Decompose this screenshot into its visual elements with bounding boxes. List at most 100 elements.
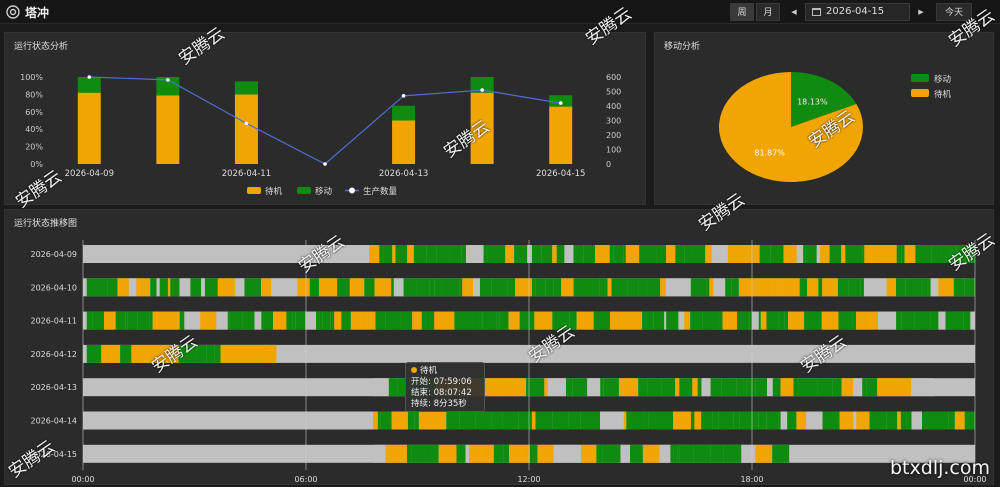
timeline-segment: [938, 311, 946, 330]
timeline-segment: [407, 245, 414, 263]
caret-left-icon[interactable]: ◀: [791, 8, 797, 16]
timeline-segment: [491, 411, 503, 430]
calendar-icon: [812, 8, 821, 16]
timeline-segment: [745, 245, 760, 263]
y2-tick-label: 600: [606, 73, 621, 82]
timeline-segment: [760, 311, 767, 330]
timeline-segment: [509, 444, 526, 463]
timeline-segment: [580, 411, 590, 430]
production-point: [166, 78, 170, 82]
run-status-title: 运行状态分析: [14, 42, 69, 52]
timeline-segment: [964, 278, 975, 297]
timeline-segment: [941, 245, 949, 263]
timeline-segment: [623, 245, 626, 263]
production-point: [244, 121, 249, 126]
timeline-segment: [625, 245, 640, 263]
month-button[interactable]: 月: [756, 3, 780, 21]
timeline-segment: [459, 411, 476, 430]
timeline-segment: [731, 278, 739, 297]
timeline-segment: [675, 378, 680, 397]
bar-moving: [77, 77, 101, 93]
timeline-segment: [878, 245, 891, 263]
timeline-segment: [772, 378, 781, 397]
timeline-segment: [518, 411, 532, 430]
timeline-segment: [964, 411, 975, 430]
timeline-segment: [503, 444, 510, 463]
legend-swatch: [911, 74, 929, 82]
timeline-segment: [852, 311, 857, 330]
timeline-segment: [758, 411, 767, 430]
bar-moving: [470, 77, 494, 93]
timeline-segment: [388, 444, 405, 463]
timeline-segment: [725, 278, 732, 297]
timeline-segment: [107, 278, 118, 297]
y-tick-label: 80%: [25, 90, 43, 99]
timeline-segment: [458, 311, 473, 330]
timeline-segment: [412, 311, 422, 330]
row-label: 2026-04-12: [31, 350, 78, 359]
timeline-segment: [600, 411, 610, 430]
timeline-segment: [777, 278, 782, 297]
date-input[interactable]: 2026-04-15: [805, 3, 910, 21]
trend-panel: 运行状态推移图 2026-04-09 2026-04-10 2026-04-11 20…: [4, 209, 994, 485]
timeline-segment: [727, 245, 746, 263]
timeline-segment: [286, 278, 298, 297]
timeline-segment: [244, 278, 262, 297]
timeline-segment: [904, 245, 916, 263]
timeline-segment: [527, 245, 532, 263]
caret-right-icon[interactable]: ▶: [918, 8, 924, 16]
timeline-segment: [425, 311, 435, 330]
legend-label: 移动: [934, 74, 952, 85]
timeline-segment: [131, 344, 147, 363]
timeline-segment: [665, 278, 683, 297]
timeline-segment: [469, 444, 486, 463]
timeline-segment: [318, 278, 338, 297]
timeline-segment: [677, 444, 680, 463]
legend-swatch: [911, 89, 929, 97]
timeline-segment: [644, 411, 649, 430]
timeline-segment: [638, 378, 648, 397]
timeline-segment: [837, 278, 849, 297]
timeline-segment: [799, 278, 808, 297]
pie-slice: [719, 72, 863, 182]
timeline-segment: [642, 444, 645, 463]
timeline-segment: [564, 444, 582, 463]
date-value: 2026-04-15: [826, 6, 885, 17]
timeline-segment: [751, 311, 759, 330]
timeline-segment: [564, 245, 568, 263]
timeline-segment: [664, 311, 667, 330]
y-tick-label: 40%: [25, 125, 43, 134]
timeline-segment: [261, 278, 272, 297]
week-button[interactable]: 周: [730, 3, 754, 21]
timeline-segment: [436, 245, 450, 263]
timeline-segment: [220, 344, 277, 363]
timeline-segment: [426, 245, 437, 263]
timeline-segment: [292, 311, 296, 330]
timeline-segment: [446, 411, 460, 430]
timeline-segment: [692, 378, 698, 397]
timeline-segment: [940, 411, 949, 430]
timeline-segment: [656, 245, 667, 263]
timeline-segment: [812, 411, 823, 430]
timeline-segment: [271, 278, 287, 297]
timeline-segment: [866, 311, 879, 330]
production-point: [480, 88, 484, 92]
x-tick-label: 2026-04-11: [222, 169, 271, 179]
timeline-segment: [413, 245, 427, 263]
today-button[interactable]: 今天: [936, 3, 972, 21]
timeline-segment: [167, 278, 171, 297]
timeline-segment: [862, 245, 865, 263]
timeline-segment: [531, 411, 536, 430]
timeline-segment: [890, 245, 897, 263]
top-bar: 塔冲 周 月 ◀ 2026-04-15 ▶ 今天: [0, 0, 1000, 24]
timeline-segment: [886, 278, 896, 297]
timeline-segment: [772, 444, 790, 463]
x-tick-label: 00:00: [71, 475, 94, 484]
timeline-segment: [659, 444, 665, 463]
timeline-segment: [901, 245, 905, 263]
timeline-segment: [634, 311, 643, 330]
timeline-segment: [678, 311, 685, 330]
timeline-segment: [431, 411, 447, 430]
timeline-segment: [780, 378, 794, 397]
timeline-segment: [349, 278, 365, 297]
